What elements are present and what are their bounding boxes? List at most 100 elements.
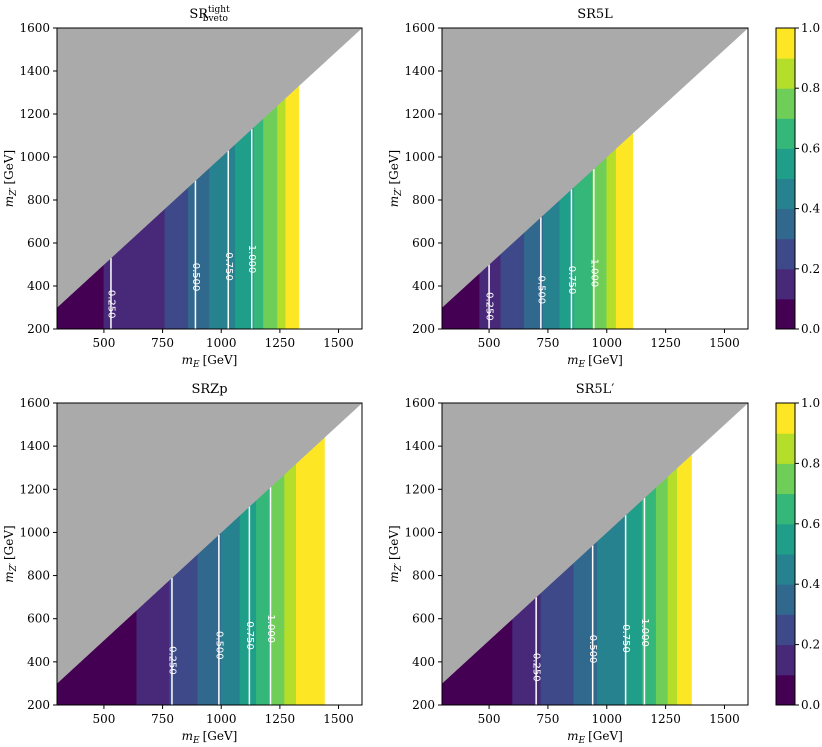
contour-label: 0.500 [190,263,201,292]
contour-band [684,454,692,705]
axes-frame [56,402,363,706]
contour-band [270,473,285,705]
contour-band [256,486,271,705]
colorbar-segment [776,554,795,585]
colorbar-segment [776,523,795,555]
x-label-unit: [GeV] [588,729,623,743]
colorbar-2: 0.0 0.2 0.4 0.6 0.8 1.0 [775,396,820,712]
colorbar-tick-label: 0.8 [801,81,820,95]
x-tick-label: 1500 [709,336,740,350]
y-label-var: m [387,196,401,207]
y-tick-label: 1600 [19,21,50,35]
contour-label: 0.750 [566,266,577,295]
y-tick-label: 800 [412,193,435,207]
contour-label: 1.000 [265,614,276,643]
colorbar-segment [776,584,795,615]
x-tick-label: 1250 [265,712,296,726]
y-tick-label: 400 [412,655,435,669]
y-label-sub: Z′ [394,188,404,197]
plot-area: 0.250 0.500 0.750 1.000 [442,403,748,705]
x-tick-label: 1500 [709,712,740,726]
contour-band [253,117,264,329]
colorbar-tick-label: 0.2 [801,638,820,652]
y-tick-label: 1400 [19,64,50,78]
x-tick-label: 1250 [265,336,296,350]
x-label-var: m [567,729,578,743]
contour-label: 1.000 [588,259,599,288]
colorbar-tick-label: 0.2 [801,262,820,276]
y-label-unit: [GeV] [387,150,401,185]
y-tick-label: 1200 [404,482,435,496]
colorbar-segment [776,148,795,179]
panel-3: 0.250 0.500 0.750 1.000 500 750 1000 1250 1500 20… [2,382,363,746]
colorbar-segment [776,28,795,59]
panel-title: SRZp [191,382,227,397]
plot-area: 0.250 0.500 0.750 1.000 [442,28,748,329]
contour-band [667,467,678,705]
x-label-sub: E [192,736,200,746]
colorbar-segment [776,493,795,525]
x-tick-label: 1500 [323,336,354,350]
y-axis-label: mZ′ [GeV] [387,525,404,582]
colorbar-segment [776,644,795,676]
axes-frame [441,402,749,706]
x-tick-label: 1000 [206,712,237,726]
contour-label: 0.500 [535,276,546,305]
colorbar-segment [776,463,795,495]
contour-label: 0.500 [213,631,224,660]
y-tick-label: 400 [27,655,50,669]
y-tick-label: 1600 [404,396,435,410]
colorbar-tick-label: 0.0 [801,322,820,336]
x-label-sub: E [578,360,586,370]
panel-title: SRtight bveto [189,5,230,24]
panel-title-main: SR5L [577,7,613,22]
contour-label: 0.250 [531,653,542,682]
contour-band [542,199,560,329]
y-label-unit: [GeV] [2,150,16,185]
contour-band [615,139,626,329]
contour-label: 0.250 [484,292,495,321]
axes-frame [56,27,363,330]
colorbar-segment [776,674,795,706]
x-tick-label: 500 [92,712,115,726]
contour-band [597,514,626,705]
y-label-sub: Z′ [9,188,19,197]
y-tick-label: 1000 [404,525,435,539]
y-axis-label: mZ′ [GeV] [2,525,19,582]
colorbar-segment [776,614,795,646]
x-tick-label: 1000 [591,336,622,350]
y-tick-label: 800 [27,569,50,583]
panels: 0.250 0.500 0.750 1.000 500 750 1000 1250 1500 20… [2,5,749,746]
contour-band [625,499,643,705]
contour-band [655,475,669,705]
x-axis-label: mE [GeV] [182,729,238,746]
excluded-region [57,403,362,684]
contour-band [291,85,299,329]
colorbar-segment [776,298,795,330]
x-tick-label: 1500 [323,712,354,726]
x-tick-label: 1000 [206,336,237,350]
plot-area: 0.250 0.500 0.750 1.000 [57,28,362,329]
y-tick-label: 1200 [19,482,50,496]
x-tick-label: 1250 [650,712,681,726]
panel-1: 0.250 0.500 0.750 1.000 500 750 1000 1250 1500 20… [2,5,363,370]
panel-2: 0.250 0.500 0.750 1.000 500 750 1000 1250 1500 20… [387,7,749,370]
contour-band [220,514,241,705]
contour-band [239,499,257,705]
x-axis-label: mE [GeV] [182,353,238,370]
y-tick-label: 600 [27,236,50,250]
y-tick-label: 1400 [404,64,435,78]
y-label-var: m [2,196,16,207]
x-label-unit: [GeV] [203,729,238,743]
contour-band [573,169,593,329]
colorbar-frame [775,402,796,706]
axes-frame [441,27,749,330]
y-tick-label: 1400 [404,439,435,453]
contour-band [625,132,633,329]
y-tick-label: 1400 [19,439,50,453]
y-tick-label: 600 [412,612,435,626]
y-tick-label: 400 [412,279,435,293]
panel-title: SR5L′ [576,382,615,397]
contour-band [209,143,236,329]
x-tick-label: 1250 [650,336,681,350]
